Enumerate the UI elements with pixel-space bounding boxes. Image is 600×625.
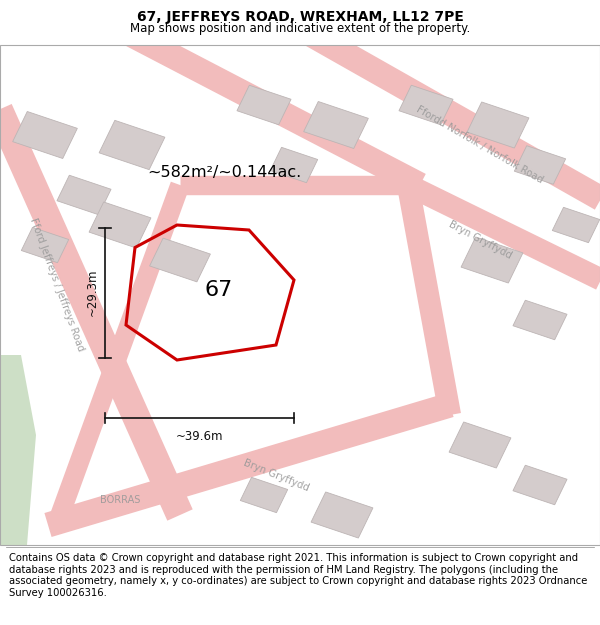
Bar [22, 228, 68, 262]
Text: Bryn Gryffydd: Bryn Gryffydd [242, 458, 310, 492]
Bar [514, 146, 566, 184]
Bar [149, 238, 211, 282]
Bar [399, 85, 453, 125]
Bar [467, 102, 529, 148]
Bar [513, 300, 567, 340]
Text: ~29.3m: ~29.3m [85, 269, 98, 316]
Bar [89, 202, 151, 248]
Text: Ffordd Norfolk / Norfolk Road: Ffordd Norfolk / Norfolk Road [415, 104, 545, 186]
Bar [271, 148, 317, 182]
Bar [304, 101, 368, 149]
Bar [13, 111, 77, 159]
Text: 67: 67 [205, 280, 233, 300]
Text: Bryn Gryffydd: Bryn Gryffydd [447, 219, 513, 261]
Bar [237, 85, 291, 125]
Text: ~39.6m: ~39.6m [176, 430, 223, 443]
Text: BORRAS: BORRAS [100, 495, 140, 505]
Bar [461, 237, 523, 283]
Bar [241, 478, 287, 512]
Text: Map shows position and indicative extent of the property.: Map shows position and indicative extent… [130, 22, 470, 35]
Polygon shape [0, 355, 36, 545]
Text: ~582m²/~0.144ac.: ~582m²/~0.144ac. [147, 165, 301, 180]
Bar [553, 208, 599, 242]
Text: Fford Jeffreys / Jeffreys Road: Fford Jeffreys / Jeffreys Road [28, 217, 86, 353]
Bar [99, 121, 165, 169]
Text: 67, JEFFREYS ROAD, WREXHAM, LL12 7PE: 67, JEFFREYS ROAD, WREXHAM, LL12 7PE [137, 10, 463, 24]
Bar [311, 492, 373, 538]
Bar [513, 465, 567, 505]
Text: Contains OS data © Crown copyright and database right 2021. This information is : Contains OS data © Crown copyright and d… [9, 553, 587, 598]
Bar [57, 175, 111, 215]
Bar [449, 422, 511, 468]
